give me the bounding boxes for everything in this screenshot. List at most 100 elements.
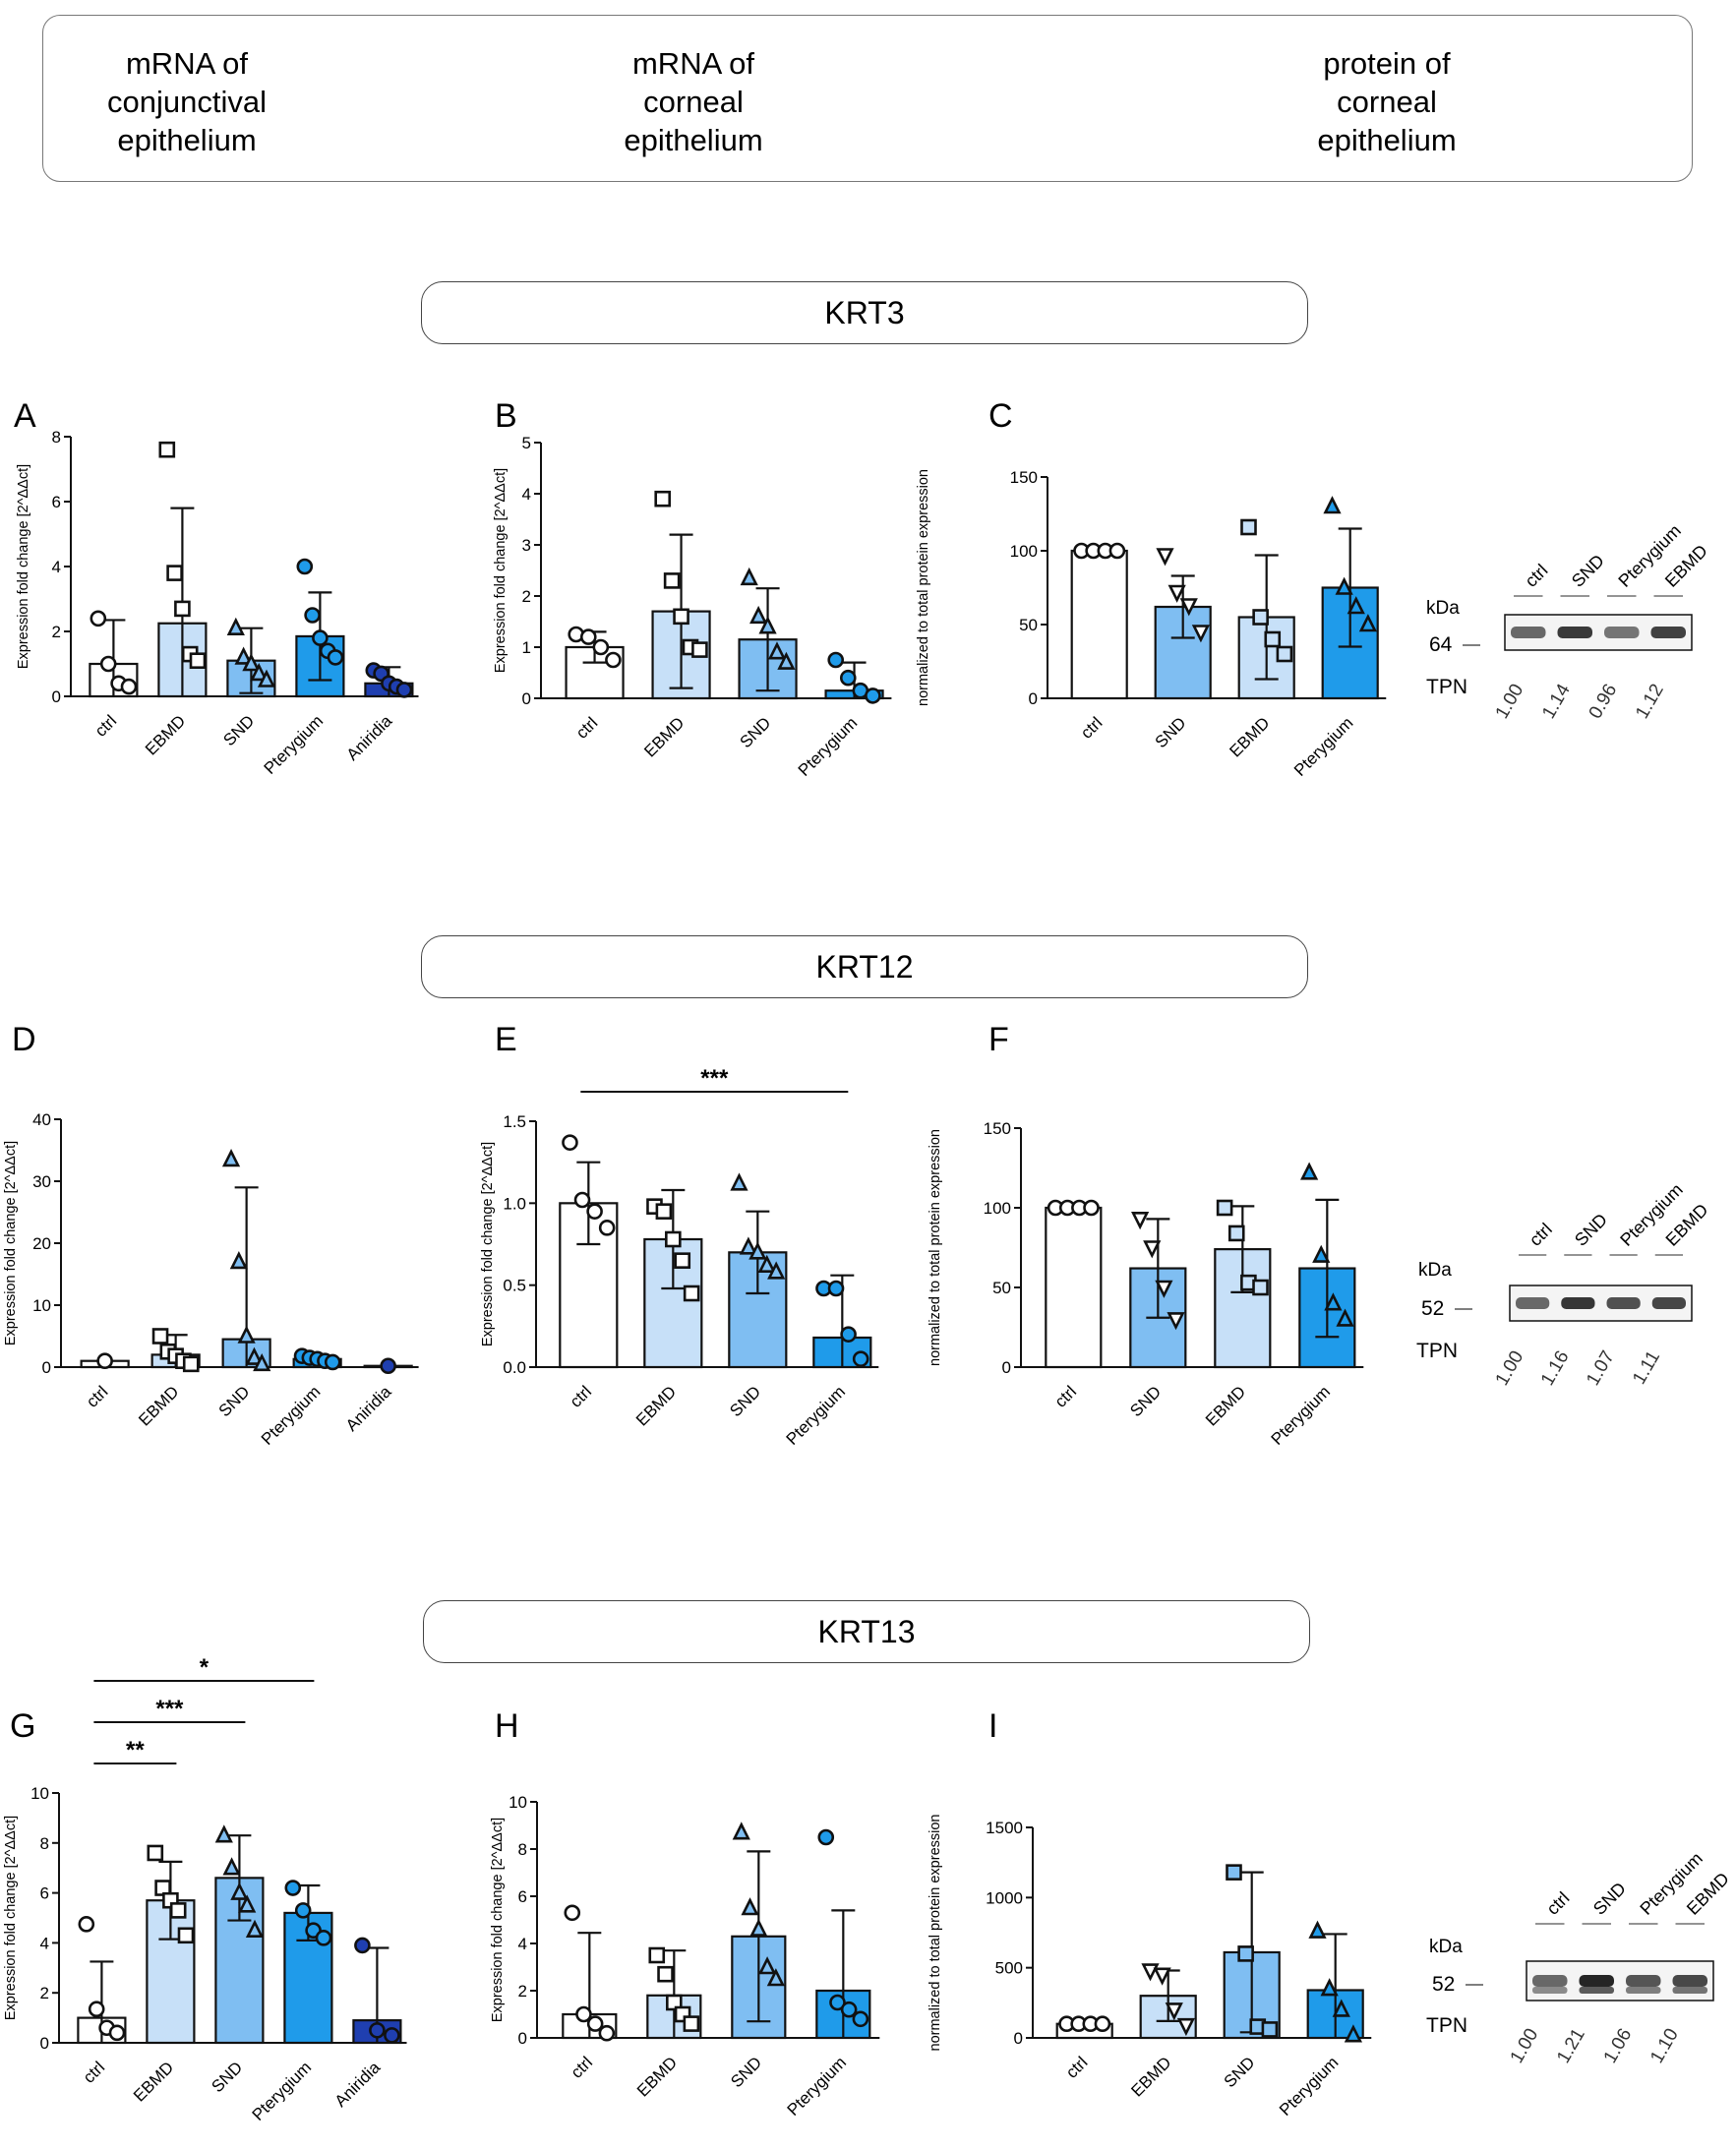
y-axis-label: Expression fold change [2^ΔΔct] bbox=[493, 468, 509, 673]
data-point bbox=[253, 1352, 271, 1372]
x-tick-label: Pterygium bbox=[795, 713, 862, 780]
data-point bbox=[312, 629, 329, 646]
x-tick-label: Pterygium bbox=[249, 2058, 316, 2124]
significance-label: *** bbox=[155, 1696, 184, 1722]
x-tick-label: SND bbox=[215, 1382, 254, 1420]
blot-marker-size: 52 bbox=[1432, 1973, 1455, 1996]
y-tick-label: 8 bbox=[52, 428, 61, 447]
data-point bbox=[1131, 1212, 1150, 1230]
data-point bbox=[1344, 2024, 1363, 2043]
y-tick-label: 0 bbox=[1002, 1358, 1011, 1377]
data-point bbox=[691, 641, 708, 658]
data-point bbox=[108, 2024, 126, 2042]
blot-band bbox=[1516, 1297, 1550, 1309]
blot-tpn-value: 0.96 bbox=[1586, 681, 1622, 723]
y-tick-label: 1000 bbox=[986, 1888, 1023, 1907]
blot-tpn-value: 1.16 bbox=[1537, 1347, 1574, 1390]
y-tick-label: 500 bbox=[995, 1959, 1023, 1978]
data-point bbox=[90, 610, 107, 627]
data-point bbox=[829, 1994, 846, 2011]
x-tick-label: Aniridia bbox=[342, 1382, 395, 1435]
x-tick-label: ctrl bbox=[83, 1382, 111, 1410]
significance-label: ** bbox=[126, 1737, 145, 1763]
data-point bbox=[839, 669, 857, 687]
data-point bbox=[88, 2001, 105, 2018]
y-tick-label: 0 bbox=[518, 2029, 527, 2048]
x-tick-label: SND bbox=[727, 2053, 765, 2091]
data-point bbox=[598, 1220, 616, 1236]
header-corneal-protein: protein of corneal epithelium bbox=[1317, 46, 1457, 157]
y-tick-label: 4 bbox=[40, 1934, 49, 1952]
data-point bbox=[758, 616, 777, 634]
panel-d: D 0 10 20 30 40 Expression fold change [2^ΔΔct… bbox=[3, 1021, 419, 1449]
x-tick-label: ctrl bbox=[1051, 1382, 1080, 1410]
x-tick-label: ctrl bbox=[91, 711, 120, 740]
data-point bbox=[294, 1902, 312, 1919]
data-point bbox=[1347, 596, 1365, 615]
x-tick-label: Aniridia bbox=[343, 711, 396, 764]
data-point bbox=[852, 1350, 869, 1367]
blot-band bbox=[1579, 1975, 1614, 1987]
section-title-krt3: KRT3 bbox=[421, 281, 1308, 344]
data-point bbox=[177, 1927, 195, 1944]
x-tick-label: SND bbox=[208, 2058, 246, 2096]
data-point bbox=[99, 655, 117, 673]
data-point bbox=[579, 628, 597, 645]
data-point bbox=[767, 641, 787, 660]
panel-letter: F bbox=[988, 1021, 1009, 1058]
data-point bbox=[827, 1280, 845, 1297]
x-tick-label: SND bbox=[1152, 713, 1190, 751]
blot-tpn-value: 1.00 bbox=[1492, 681, 1528, 723]
data-point bbox=[573, 1191, 591, 1209]
data-point bbox=[1167, 1312, 1185, 1331]
x-tick-label: SND bbox=[219, 711, 258, 749]
y-tick-label: 50 bbox=[1019, 616, 1038, 634]
blot-band bbox=[1604, 627, 1640, 638]
data-point bbox=[1261, 2021, 1279, 2038]
data-point bbox=[657, 1965, 674, 1983]
data-point bbox=[1240, 518, 1257, 536]
data-point bbox=[237, 1325, 256, 1344]
x-tick-label: EBMD bbox=[130, 2058, 177, 2105]
blot-tpn-value: 1.14 bbox=[1538, 681, 1575, 723]
blot-band bbox=[1626, 1975, 1661, 1987]
y-tick-label: 4 bbox=[522, 485, 531, 504]
blot-tpn-label: TPN bbox=[1426, 676, 1467, 698]
blot-band bbox=[1561, 1297, 1595, 1309]
western-blot: kDa64ctrl1.00SND1.14Pterygium0.96EBMD1.1… bbox=[1426, 520, 1711, 722]
data-point bbox=[852, 2010, 869, 2028]
data-point bbox=[749, 605, 768, 625]
data-point bbox=[169, 1902, 187, 1919]
data-point bbox=[598, 2024, 616, 2042]
bar-ctrl bbox=[1045, 1206, 1103, 1369]
y-tick-label: 4 bbox=[52, 558, 61, 576]
blot-kda-label: kDa bbox=[1429, 1937, 1463, 1957]
panel-letter: H bbox=[495, 1707, 519, 1745]
x-tick-label: Pterygium bbox=[261, 711, 328, 778]
blot-band bbox=[1606, 1297, 1641, 1309]
y-tick-label: 5 bbox=[522, 434, 531, 452]
data-point bbox=[817, 1828, 835, 1846]
y-tick-label: 150 bbox=[1010, 468, 1038, 487]
data-point bbox=[242, 653, 261, 672]
header-corneal-mrna: mRNA of corneal epithelium bbox=[624, 46, 763, 157]
blot-tpn-value: 1.00 bbox=[1492, 1347, 1528, 1390]
section-title-krt13: KRT13 bbox=[423, 1600, 1310, 1663]
y-tick-label: 0 bbox=[52, 687, 61, 706]
data-point bbox=[174, 600, 191, 618]
data-point bbox=[151, 1328, 169, 1344]
y-tick-label: 0 bbox=[1029, 689, 1038, 708]
data-point bbox=[1153, 1967, 1171, 1986]
data-point bbox=[214, 1824, 233, 1843]
data-point bbox=[158, 441, 176, 458]
data-point bbox=[757, 1254, 776, 1273]
y-tick-label: 2 bbox=[40, 1984, 49, 2002]
data-point bbox=[1094, 2015, 1111, 2033]
data-point bbox=[245, 1919, 265, 1938]
data-point bbox=[1300, 1162, 1319, 1180]
data-point bbox=[673, 608, 689, 626]
bar-ctrl bbox=[1070, 549, 1128, 700]
